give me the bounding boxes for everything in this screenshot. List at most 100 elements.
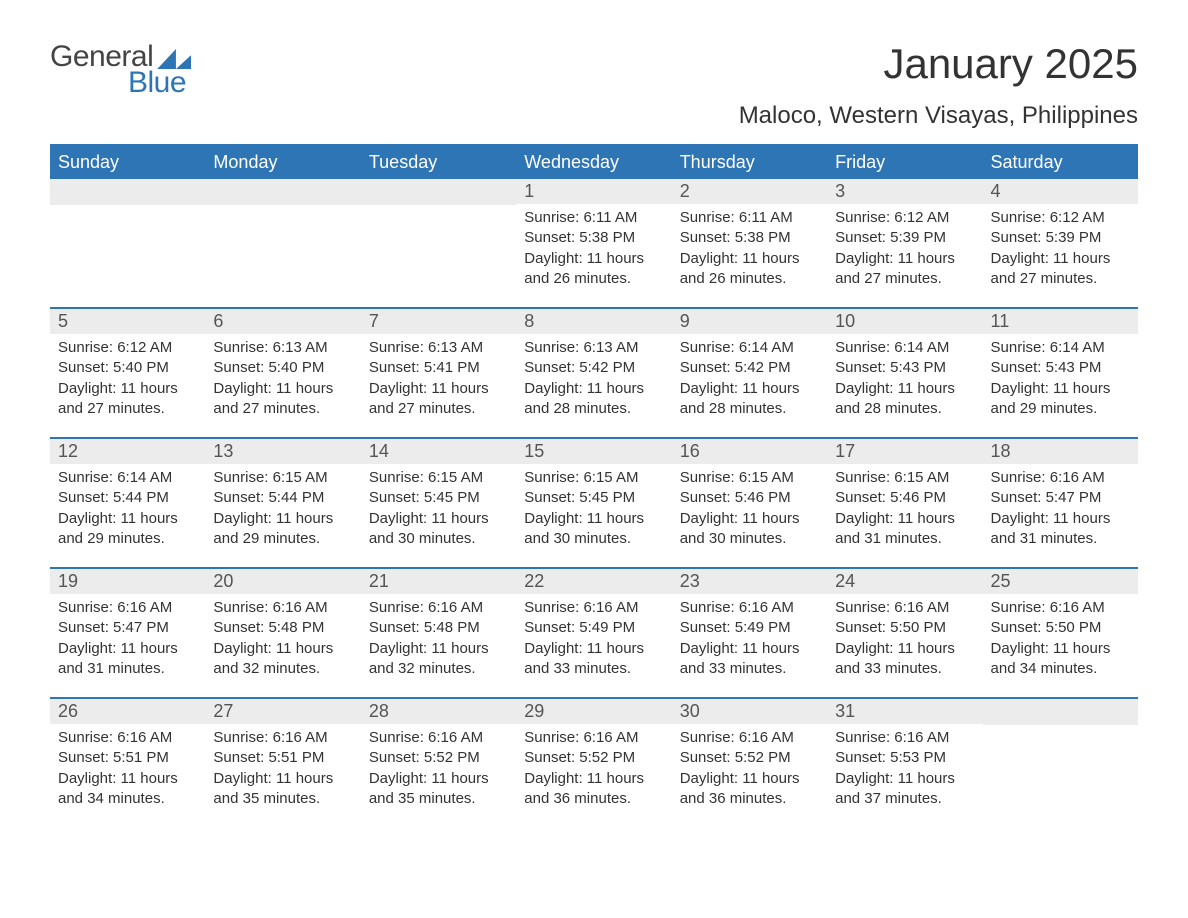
week-row: 1Sunrise: 6:11 AMSunset: 5:38 PMDaylight…	[50, 179, 1138, 307]
dow-sunday: Sunday	[50, 146, 205, 179]
daylight-line-1: Daylight: 11 hours	[369, 509, 508, 529]
day-number: 19	[50, 569, 205, 594]
day-details: Sunrise: 6:16 AMSunset: 5:53 PMDaylight:…	[827, 724, 982, 817]
day-number: 13	[205, 439, 360, 464]
sunrise-line: Sunrise: 6:14 AM	[835, 338, 974, 358]
day-details: Sunrise: 6:16 AMSunset: 5:52 PMDaylight:…	[672, 724, 827, 817]
daylight-line-2: and 36 minutes.	[680, 789, 819, 809]
day-details: Sunrise: 6:12 AMSunset: 5:39 PMDaylight:…	[983, 204, 1138, 297]
daylight-line-1: Daylight: 11 hours	[369, 379, 508, 399]
sunrise-line: Sunrise: 6:16 AM	[58, 728, 197, 748]
daylight-line-2: and 28 minutes.	[524, 399, 663, 419]
day-cell-5: 5Sunrise: 6:12 AMSunset: 5:40 PMDaylight…	[50, 309, 205, 437]
sunrise-line: Sunrise: 6:12 AM	[991, 208, 1130, 228]
daylight-line-2: and 33 minutes.	[524, 659, 663, 679]
day-number: 18	[983, 439, 1138, 464]
day-number	[205, 179, 360, 205]
daylight-line-1: Daylight: 11 hours	[835, 639, 974, 659]
day-cell-30: 30Sunrise: 6:16 AMSunset: 5:52 PMDayligh…	[672, 699, 827, 827]
title-block: January 2025 Maloco, Western Visayas, Ph…	[739, 40, 1138, 130]
sunrise-line: Sunrise: 6:11 AM	[524, 208, 663, 228]
day-number: 5	[50, 309, 205, 334]
day-details: Sunrise: 6:13 AMSunset: 5:42 PMDaylight:…	[516, 334, 671, 427]
daylight-line-2: and 27 minutes.	[369, 399, 508, 419]
daylight-line-2: and 32 minutes.	[213, 659, 352, 679]
day-cell-empty	[50, 179, 205, 307]
daylight-line-2: and 31 minutes.	[835, 529, 974, 549]
day-cell-25: 25Sunrise: 6:16 AMSunset: 5:50 PMDayligh…	[983, 569, 1138, 697]
daylight-line-1: Daylight: 11 hours	[680, 379, 819, 399]
day-details: Sunrise: 6:16 AMSunset: 5:49 PMDaylight:…	[672, 594, 827, 687]
sunset-line: Sunset: 5:40 PM	[58, 358, 197, 378]
day-cell-22: 22Sunrise: 6:16 AMSunset: 5:49 PMDayligh…	[516, 569, 671, 697]
dow-monday: Monday	[205, 146, 360, 179]
sunset-line: Sunset: 5:38 PM	[680, 228, 819, 248]
day-cell-3: 3Sunrise: 6:12 AMSunset: 5:39 PMDaylight…	[827, 179, 982, 307]
daylight-line-1: Daylight: 11 hours	[835, 379, 974, 399]
day-details: Sunrise: 6:15 AMSunset: 5:45 PMDaylight:…	[361, 464, 516, 557]
day-details: Sunrise: 6:16 AMSunset: 5:51 PMDaylight:…	[205, 724, 360, 817]
day-details: Sunrise: 6:13 AMSunset: 5:40 PMDaylight:…	[205, 334, 360, 427]
dow-wednesday: Wednesday	[516, 146, 671, 179]
week-row: 26Sunrise: 6:16 AMSunset: 5:51 PMDayligh…	[50, 697, 1138, 827]
dow-friday: Friday	[827, 146, 982, 179]
day-cell-24: 24Sunrise: 6:16 AMSunset: 5:50 PMDayligh…	[827, 569, 982, 697]
day-number: 2	[672, 179, 827, 204]
sunrise-line: Sunrise: 6:14 AM	[991, 338, 1130, 358]
day-number: 21	[361, 569, 516, 594]
day-cell-21: 21Sunrise: 6:16 AMSunset: 5:48 PMDayligh…	[361, 569, 516, 697]
day-number: 3	[827, 179, 982, 204]
day-details: Sunrise: 6:15 AMSunset: 5:45 PMDaylight:…	[516, 464, 671, 557]
day-number: 16	[672, 439, 827, 464]
day-cell-empty	[361, 179, 516, 307]
day-cell-27: 27Sunrise: 6:16 AMSunset: 5:51 PMDayligh…	[205, 699, 360, 827]
daylight-line-2: and 27 minutes.	[835, 269, 974, 289]
daylight-line-1: Daylight: 11 hours	[524, 379, 663, 399]
daylight-line-1: Daylight: 11 hours	[213, 379, 352, 399]
daylight-line-1: Daylight: 11 hours	[524, 639, 663, 659]
week-row: 5Sunrise: 6:12 AMSunset: 5:40 PMDaylight…	[50, 307, 1138, 437]
daylight-line-2: and 33 minutes.	[680, 659, 819, 679]
daylight-line-1: Daylight: 11 hours	[680, 639, 819, 659]
sunrise-line: Sunrise: 6:16 AM	[835, 728, 974, 748]
day-number: 29	[516, 699, 671, 724]
day-number: 28	[361, 699, 516, 724]
sunset-line: Sunset: 5:38 PM	[524, 228, 663, 248]
daylight-line-2: and 29 minutes.	[213, 529, 352, 549]
day-cell-6: 6Sunrise: 6:13 AMSunset: 5:40 PMDaylight…	[205, 309, 360, 437]
sunrise-line: Sunrise: 6:16 AM	[680, 598, 819, 618]
daylight-line-2: and 37 minutes.	[835, 789, 974, 809]
day-details: Sunrise: 6:12 AMSunset: 5:39 PMDaylight:…	[827, 204, 982, 297]
day-cell-15: 15Sunrise: 6:15 AMSunset: 5:45 PMDayligh…	[516, 439, 671, 567]
sunset-line: Sunset: 5:40 PM	[213, 358, 352, 378]
daylight-line-2: and 27 minutes.	[213, 399, 352, 419]
day-details: Sunrise: 6:14 AMSunset: 5:43 PMDaylight:…	[983, 334, 1138, 427]
sunset-line: Sunset: 5:48 PM	[213, 618, 352, 638]
logo-text-blue: Blue	[128, 66, 191, 100]
sunset-line: Sunset: 5:44 PM	[58, 488, 197, 508]
day-number	[361, 179, 516, 205]
day-number: 31	[827, 699, 982, 724]
daylight-line-2: and 26 minutes.	[524, 269, 663, 289]
sunset-line: Sunset: 5:49 PM	[680, 618, 819, 638]
day-cell-20: 20Sunrise: 6:16 AMSunset: 5:48 PMDayligh…	[205, 569, 360, 697]
daylight-line-1: Daylight: 11 hours	[213, 509, 352, 529]
day-number: 7	[361, 309, 516, 334]
sunrise-line: Sunrise: 6:15 AM	[213, 468, 352, 488]
sunset-line: Sunset: 5:43 PM	[991, 358, 1130, 378]
day-details: Sunrise: 6:12 AMSunset: 5:40 PMDaylight:…	[50, 334, 205, 427]
day-number: 10	[827, 309, 982, 334]
day-cell-29: 29Sunrise: 6:16 AMSunset: 5:52 PMDayligh…	[516, 699, 671, 827]
day-cell-12: 12Sunrise: 6:14 AMSunset: 5:44 PMDayligh…	[50, 439, 205, 567]
daylight-line-1: Daylight: 11 hours	[524, 249, 663, 269]
sunrise-line: Sunrise: 6:14 AM	[680, 338, 819, 358]
day-number: 20	[205, 569, 360, 594]
sunrise-line: Sunrise: 6:16 AM	[369, 728, 508, 748]
day-number: 17	[827, 439, 982, 464]
sunset-line: Sunset: 5:51 PM	[213, 748, 352, 768]
daylight-line-1: Daylight: 11 hours	[58, 639, 197, 659]
daylight-line-1: Daylight: 11 hours	[991, 639, 1130, 659]
daylight-line-2: and 30 minutes.	[369, 529, 508, 549]
day-details: Sunrise: 6:16 AMSunset: 5:52 PMDaylight:…	[516, 724, 671, 817]
day-cell-9: 9Sunrise: 6:14 AMSunset: 5:42 PMDaylight…	[672, 309, 827, 437]
